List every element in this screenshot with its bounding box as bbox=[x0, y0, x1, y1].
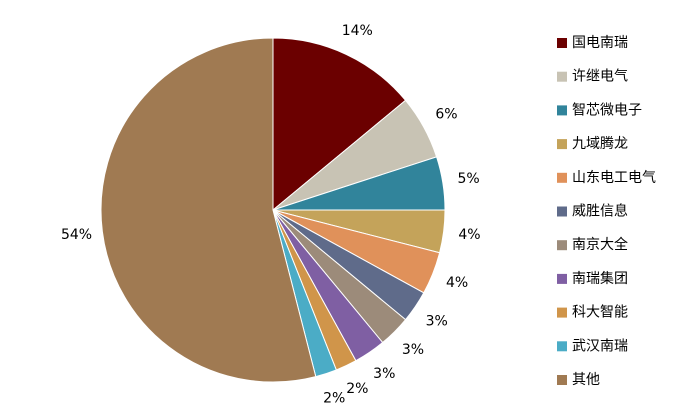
data-label: 2% bbox=[323, 390, 345, 406]
legend-swatch bbox=[557, 341, 567, 352]
legend-label: 南京大全 bbox=[572, 236, 628, 253]
legend-label: 山东电工电气 bbox=[572, 170, 656, 186]
pie-slice bbox=[100, 37, 317, 383]
data-label: 3% bbox=[426, 313, 448, 329]
legend-swatch bbox=[557, 139, 567, 150]
legend-label: 九域腾龙 bbox=[572, 135, 628, 152]
legend-swatch bbox=[557, 71, 567, 82]
data-label: 5% bbox=[457, 171, 479, 187]
legend-label: 武汉南瑞 bbox=[572, 338, 628, 354]
legend-swatch bbox=[557, 273, 567, 284]
legend-label: 智芯微电子 bbox=[572, 102, 642, 118]
legend-swatch bbox=[557, 307, 567, 318]
data-label: 3% bbox=[402, 342, 424, 358]
legend-swatch bbox=[557, 206, 567, 217]
legend-label: 其他 bbox=[572, 372, 600, 388]
data-label: 54% bbox=[61, 227, 92, 243]
pie-slice bbox=[272, 37, 407, 212]
legend-label: 科大智能 bbox=[572, 305, 628, 321]
legend-swatch bbox=[557, 172, 567, 183]
legend-label: 南瑞集团 bbox=[572, 270, 628, 287]
legend-label: 国电南瑞 bbox=[572, 35, 628, 51]
legend-swatch bbox=[557, 38, 567, 48]
data-label: 6% bbox=[435, 107, 457, 123]
data-label: 3% bbox=[373, 366, 395, 382]
legend-label: 许继电气 bbox=[572, 69, 628, 85]
legend-swatch bbox=[557, 105, 567, 116]
legend-label: 威胜信息 bbox=[572, 203, 628, 220]
legend-swatch bbox=[557, 240, 567, 251]
data-label: 14% bbox=[342, 23, 373, 39]
data-label: 2% bbox=[346, 381, 368, 397]
data-label: 4% bbox=[458, 227, 480, 243]
data-label: 4% bbox=[446, 275, 468, 291]
legend-swatch bbox=[557, 375, 567, 385]
